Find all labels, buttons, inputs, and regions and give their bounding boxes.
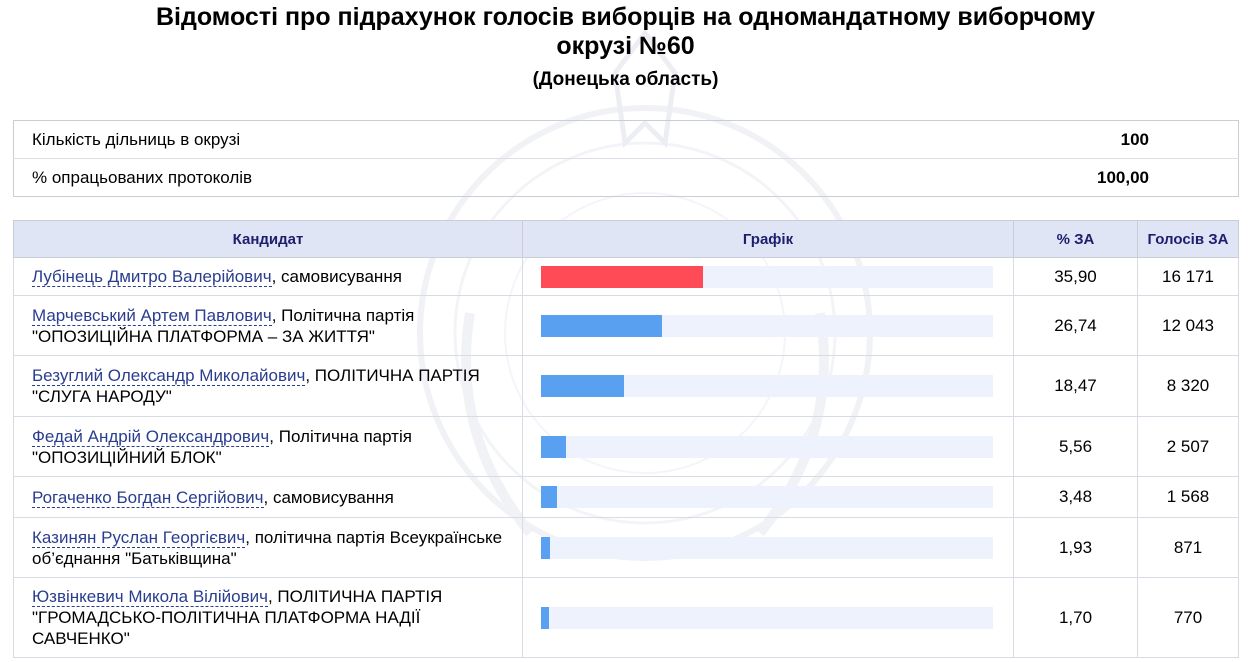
candidate-party: , політична партія Всеукраїнське об’єдна… — [32, 527, 503, 568]
candidate-name-link[interactable]: Марчевський Артем Павлович — [32, 305, 272, 326]
candidate-cell: Рогаченко Богдан Сергійович, самовисуван… — [13, 476, 523, 518]
vote-bar-track — [541, 435, 993, 458]
votes-cell: 1 568 — [1137, 476, 1239, 518]
summary-value: 100,00 — [1097, 167, 1149, 187]
candidate-row: Федай Андрій Олександрович, Політична па… — [13, 416, 1239, 477]
votes-cell: 16 171 — [1137, 257, 1239, 296]
percent-cell: 26,74 — [1013, 295, 1138, 356]
candidate-name-link[interactable]: Федай Андрій Олександрович — [32, 426, 270, 447]
candidate-party: , ПОЛІТИЧНА ПАРТІЯ "ГРОМАДСЬКО-ПОЛІТИЧНА… — [32, 587, 443, 648]
votes-cell: 12 043 — [1137, 295, 1239, 356]
vote-bar-fill — [541, 536, 550, 559]
candidate-name-link[interactable]: Юзвінкевич Микола Вілійович — [32, 587, 268, 607]
votes-cell: 8 320 — [1137, 355, 1239, 417]
results-table: Кандидат Графік % ЗА Голосів ЗА Лубінець… — [13, 220, 1239, 658]
column-header-candidate[interactable]: Кандидат — [13, 220, 523, 258]
candidate-name-link[interactable]: Безуглий Олександр Миколайович — [32, 366, 306, 386]
column-header-percent[interactable]: % ЗА — [1013, 220, 1138, 258]
summary-table: Кількість дільниць в окрузі 100% опрацьов… — [13, 120, 1239, 197]
percent-cell: 1,70 — [1013, 577, 1138, 658]
results-header-row: Кандидат Графік % ЗА Голосів ЗА — [13, 220, 1239, 258]
summary-label: % опрацьованих протоколів — [32, 167, 253, 187]
percent-cell: 3,48 — [1013, 476, 1138, 518]
vote-bar-track — [541, 375, 993, 397]
column-header-graph: Графік — [522, 220, 1014, 258]
candidate-party: , самовисування — [271, 267, 402, 286]
vote-bar-track — [541, 606, 993, 629]
candidate-party: , ПОЛІТИЧНА ПАРТІЯ "СЛУГА НАРОДУ" — [32, 366, 480, 406]
vote-bar-track — [541, 536, 993, 559]
candidate-cell: Юзвінкевич Микола Вілійович, ПОЛІТИЧНА П… — [13, 577, 523, 658]
vote-bar-track — [541, 314, 993, 337]
graph-cell — [522, 355, 1014, 417]
votes-cell: 871 — [1137, 517, 1239, 578]
vote-bar-fill — [541, 375, 625, 397]
candidate-party: , Політична партія "ОПОЗИЦІЙНА ПЛАТФОРМА… — [32, 305, 415, 346]
candidate-row: Рогаченко Богдан Сергійович, самовисуван… — [13, 476, 1239, 518]
summary-value: 100 — [999, 120, 1239, 159]
percent-cell: 1,93 — [1013, 517, 1138, 578]
candidate-name-link[interactable]: Казинян Руслан Георгієвич — [32, 527, 246, 548]
vote-bar-fill — [541, 314, 662, 337]
candidate-party: , самовисування — [263, 487, 394, 507]
candidate-party: , Політична партія "ОПОЗИЦІЙНИЙ БЛОК" — [32, 426, 412, 467]
candidate-row: Безуглий Олександр Миколайович, ПОЛІТИЧН… — [13, 355, 1239, 417]
candidate-cell: Безуглий Олександр Миколайович, ПОЛІТИЧН… — [13, 355, 523, 417]
votes-cell: 770 — [1137, 577, 1239, 658]
graph-cell — [522, 295, 1014, 356]
graph-cell — [522, 257, 1014, 296]
candidate-row: Казинян Руслан Георгієвич, політична пар… — [13, 517, 1239, 578]
candidate-name-link[interactable]: Рогаченко Богдан Сергійович — [32, 487, 264, 508]
candidate-row: Лубінець Дмитро Валерійович, самовисуван… — [13, 257, 1239, 296]
column-header-votes[interactable]: Голосів ЗА — [1137, 220, 1239, 258]
graph-cell — [522, 416, 1014, 477]
percent-cell: 18,47 — [1013, 355, 1138, 417]
summary-row: % опрацьованих протоколів 100,00 — [14, 159, 1239, 197]
vote-bar-fill — [541, 486, 557, 508]
page-title: Відомості про підрахунок голосів виборці… — [156, 3, 1095, 60]
summary-row: Кількість дільниць в окрузі 100 — [13, 120, 1239, 159]
candidate-row: Марчевський Артем Павлович, Політична па… — [13, 295, 1239, 356]
vote-bar-track — [541, 265, 993, 288]
percent-cell: 35,90 — [1013, 257, 1138, 296]
vote-bar-fill — [541, 435, 567, 458]
vote-bar-fill — [541, 265, 704, 288]
graph-cell — [522, 517, 1014, 578]
candidate-cell: Марчевський Артем Павлович, Політична па… — [13, 295, 523, 356]
votes-cell: 2 507 — [1137, 416, 1239, 477]
summary-label: Кількість дільниць в окрузі — [13, 120, 999, 159]
candidate-row: Юзвінкевич Микола Вілійович, ПОЛІТИЧНА П… — [13, 577, 1239, 658]
vote-bar-fill — [541, 606, 549, 629]
candidate-cell: Лубінець Дмитро Валерійович, самовисуван… — [13, 257, 523, 296]
candidate-cell: Федай Андрій Олександрович, Політична па… — [13, 416, 523, 477]
region-subtitle: (Донецька область) — [532, 69, 719, 90]
candidate-name-link[interactable]: Лубінець Дмитро Валерійович — [32, 267, 272, 287]
graph-cell — [522, 476, 1014, 518]
vote-bar-track — [541, 486, 993, 508]
percent-cell: 5,56 — [1013, 416, 1138, 477]
graph-cell — [522, 577, 1014, 658]
candidate-cell: Казинян Руслан Георгієвич, політична пар… — [13, 517, 523, 578]
